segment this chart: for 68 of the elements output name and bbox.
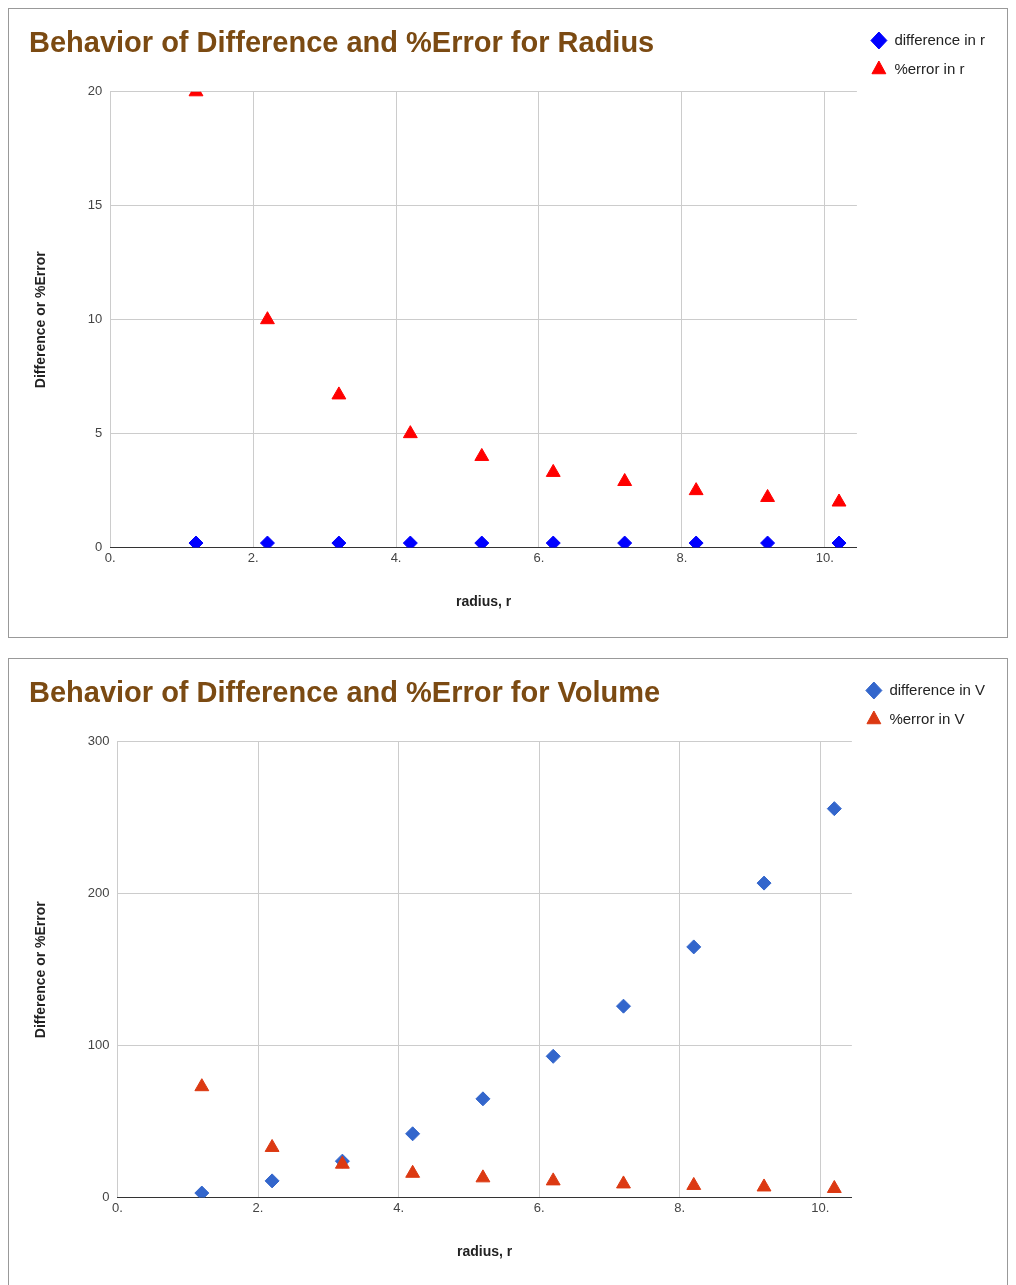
- chart-title: Behavior of Difference and %Error for Radius: [29, 26, 655, 59]
- point: [188, 535, 204, 548]
- y-tick-label: 15: [87, 197, 103, 213]
- x-tick-label: 8.: [674, 1199, 686, 1215]
- point: [260, 311, 275, 325]
- point: [194, 1185, 210, 1198]
- point: [474, 447, 490, 461]
- point: [760, 488, 776, 502]
- legend-label: difference in r: [894, 30, 985, 48]
- y-tick-label: 300: [87, 733, 110, 749]
- x-tick-label: 4.: [393, 1199, 405, 1215]
- point: [402, 425, 418, 439]
- point: [402, 535, 418, 548]
- x-tick-label: 2.: [247, 549, 259, 565]
- point: [545, 463, 561, 477]
- point: [617, 473, 633, 487]
- point: [688, 535, 704, 548]
- point: [688, 482, 704, 496]
- point: [545, 1048, 561, 1064]
- point: [617, 535, 633, 548]
- point: [686, 1176, 702, 1190]
- y-tick-label: 100: [87, 1037, 110, 1053]
- point: [405, 1164, 421, 1178]
- point: [831, 535, 847, 548]
- point: [686, 939, 702, 955]
- x-tick-label: 4.: [390, 549, 402, 565]
- y-tick-label: 0: [95, 539, 103, 555]
- point: [545, 535, 561, 548]
- point: [756, 875, 772, 891]
- legend-label: %error in V: [889, 709, 965, 727]
- point: [616, 1175, 631, 1189]
- point: [331, 535, 347, 548]
- x-tick-label: 6.: [533, 549, 545, 565]
- x-tick-label: 2.: [252, 1199, 264, 1215]
- chart-title: Behavior of Difference and %Error for Volume: [29, 676, 661, 709]
- y-tick-label: 5: [95, 425, 103, 441]
- x-axis-title: radius, r: [455, 593, 512, 610]
- y-axis-title: Difference or %Error: [32, 900, 49, 1039]
- point: [545, 1172, 561, 1186]
- point: [264, 1138, 280, 1152]
- y-axis-title: Difference or %Error: [32, 250, 49, 389]
- x-tick-label: 10.: [815, 549, 834, 565]
- x-tick-label: 8.: [676, 549, 688, 565]
- point: [615, 998, 631, 1014]
- point: [405, 1126, 421, 1142]
- x-tick-label: 0.: [112, 1199, 123, 1215]
- point: [756, 1178, 772, 1192]
- y-tick-label: 200: [87, 885, 110, 901]
- point: [826, 1179, 842, 1193]
- point: [474, 535, 490, 548]
- x-axis-title: radius, r: [457, 1243, 513, 1260]
- point: [475, 1091, 491, 1107]
- point: [826, 801, 842, 817]
- point: [331, 386, 347, 400]
- point: [831, 493, 847, 507]
- x-tick-label: 6.: [533, 1199, 545, 1215]
- point: [760, 535, 776, 548]
- point: [194, 1078, 210, 1092]
- point: [259, 535, 275, 548]
- x-tick-label: 10.: [811, 1199, 830, 1215]
- legend-label: difference in V: [889, 680, 986, 698]
- x-tick-label: 0.: [104, 549, 116, 565]
- y-tick-label: 0: [102, 1189, 110, 1205]
- point: [264, 1173, 280, 1189]
- legend-label: %error in r: [894, 59, 965, 77]
- y-tick-label: 20: [87, 83, 103, 99]
- y-tick-label: 10: [87, 311, 103, 327]
- point: [475, 1169, 491, 1183]
